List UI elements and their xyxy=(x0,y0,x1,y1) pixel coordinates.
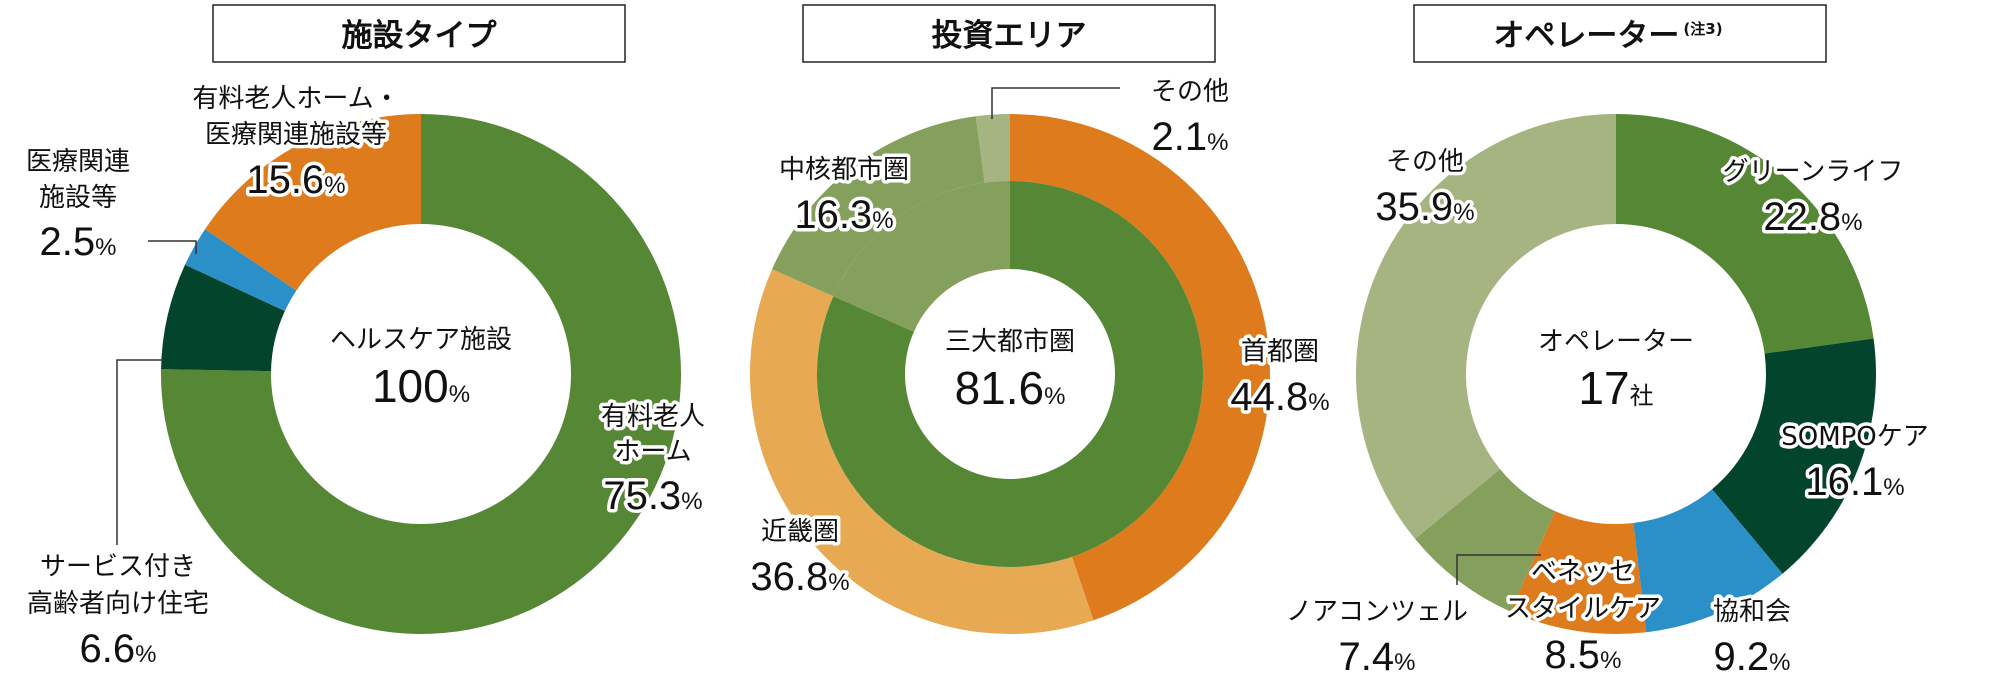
slice-label-text: ベネッセ xyxy=(1531,557,1635,587)
chart-2-label-other: その他 2.1% xyxy=(1151,77,1229,159)
slice-label-text: 有料老人ホーム・ xyxy=(192,84,399,114)
chart-investment-area: 投資エリア 三大都市圏 81.6% 首都圏 44.8% 近畿圏 36.8% 中核… xyxy=(747,4,1333,634)
chart-1-label-mixed: 有料老人ホーム・ 医療関連施設等 15.6% xyxy=(189,81,403,206)
slice-value: 15.6% xyxy=(246,158,345,202)
chart-1-center-label: ヘルスケア施設 xyxy=(330,325,512,355)
chart-2-center-label: 三大都市圏 xyxy=(945,327,1075,357)
chart-3-slice-4 xyxy=(1510,511,1647,634)
chart-1-leader-medical xyxy=(148,240,197,254)
slice-value: 22.8% xyxy=(1763,195,1862,239)
slice-value: 35.9% xyxy=(1375,185,1474,229)
chart-2-inner-ring-rest xyxy=(833,181,1010,332)
slice-label-text: その他 xyxy=(1386,147,1464,177)
slice-label-text: ノアコンツェル xyxy=(1286,597,1468,627)
slice-value: 2.5% xyxy=(40,220,117,264)
slice-value: 8.5% xyxy=(1545,633,1622,677)
slice-label-text: その他 xyxy=(1151,77,1229,107)
chart-1-title-box xyxy=(212,4,626,63)
slice-value: 6.6% xyxy=(80,627,157,671)
slice-label-text: 近畿圏 xyxy=(761,517,839,547)
chart-3-slice-5 xyxy=(1415,469,1556,612)
slice-label-text: 医療関連施設等 xyxy=(205,120,387,150)
chart-1-leader-elderly-housing xyxy=(116,359,165,545)
chart-2-center-value: 81.6% xyxy=(955,362,1066,414)
chart-1-label-elderly-housing: サービス付き 高齢者向け住宅 6.6% xyxy=(27,552,209,671)
chart-2-inner-ring xyxy=(817,181,1203,567)
chart-3-slice-3 xyxy=(1633,489,1783,633)
chart-1-slice-2 xyxy=(161,264,285,372)
slice-value: 2.1% xyxy=(1152,115,1229,159)
slice-value: 44.8% xyxy=(1230,375,1329,419)
slice-value: 75.3% xyxy=(603,474,702,518)
chart-2-slices xyxy=(750,114,1270,634)
slice-label-text: 中核都市圏 xyxy=(779,155,909,185)
slice-label-text: サービス付き xyxy=(40,552,196,582)
chart-3-slice-2 xyxy=(1712,338,1876,574)
chart-1-title: 施設タイプ xyxy=(342,18,498,54)
chart-2-label-core-cities: 中核都市圏 16.3% xyxy=(775,152,912,241)
chart-3-slice-6 xyxy=(1355,114,1616,539)
slice-label-text: 施設等 xyxy=(39,183,117,213)
chart-2-title-box xyxy=(802,4,1216,63)
chart-2-slice-2 xyxy=(750,269,1094,634)
chart-2-label-tokyo: 首都圏 44.8% xyxy=(1227,334,1333,423)
chart-2-slice-4 xyxy=(975,114,1010,183)
slice-label-text: 首都圏 xyxy=(1241,337,1319,367)
chart-3-label-kyowakai: 協和会 9.2% xyxy=(1709,594,1794,680)
chart-1-center-value: 100% xyxy=(372,360,470,412)
slice-label-text: 協和会 xyxy=(1713,597,1791,627)
chart-2-title: 投資エリア xyxy=(932,18,1087,54)
chart-3-label-sompo: SOMPOケア 16.1% xyxy=(1778,419,1933,508)
slice-value: 7.4% xyxy=(1339,635,1416,679)
chart-operator: オペレーター (注3) オペレーター 17社 グリーンライフ 22.8% SOMP… xyxy=(1286,4,1933,680)
slice-label-text: スタイルケア xyxy=(1505,594,1661,624)
chart-1-label-medical: 医療関連 施設等 2.5% xyxy=(26,147,130,264)
chart-2-label-kinki: 近畿圏 36.8% xyxy=(747,514,853,603)
chart-3-label-greenlife: グリーンライフ 22.8% xyxy=(1719,154,1907,243)
slice-label-text: グリーンライフ xyxy=(1723,157,1904,187)
chart-1-label-nursing-home: 有料老人 ホーム 75.3% xyxy=(597,399,708,522)
chart-1-slice-1 xyxy=(160,114,681,635)
slice-label-text: 有料老人 xyxy=(601,402,705,432)
slice-label-text: ホーム xyxy=(614,437,691,467)
slice-label-text: 高齢者向け住宅 xyxy=(27,589,209,619)
chart-2-slice-1 xyxy=(1010,114,1270,621)
slice-value: 9.2% xyxy=(1714,635,1791,679)
slice-value: 16.3% xyxy=(794,193,893,237)
chart-3-center-value: 17社 xyxy=(1578,362,1653,414)
chart-3-title-box xyxy=(1413,4,1827,63)
chart-3-slice-1 xyxy=(1616,114,1874,354)
chart-3-slices xyxy=(1355,114,1876,634)
slice-label-text: SOMPOケア xyxy=(1781,422,1929,452)
chart-3-label-noah: ノアコンツェル 7.4% xyxy=(1286,597,1468,679)
chart-facility-type: 施設タイプ ヘルスケア施設 100% 有料老人 ホーム 75.3% サービス付き… xyxy=(26,4,709,671)
chart-1-slice-4 xyxy=(205,114,421,291)
slice-label-text: 医療関連 xyxy=(26,147,130,177)
chart-2-leader-other xyxy=(991,87,1120,119)
chart-3-label-benesse: ベネッセ スタイルケア 8.5% xyxy=(1501,554,1664,680)
chart-2-slice-3 xyxy=(772,116,985,297)
chart-3-center-label: オペレーター xyxy=(1538,327,1694,357)
chart-3-label-other: その他 35.9% xyxy=(1372,144,1478,233)
chart-1-slices xyxy=(160,114,681,635)
chart-3-leader-noah xyxy=(1456,554,1541,585)
chart-1-slice-3 xyxy=(185,229,297,311)
slice-value: 16.1% xyxy=(1805,460,1904,504)
slice-value: 36.8% xyxy=(750,555,849,599)
chart-3-title: オペレーター (注3) xyxy=(1493,18,1722,54)
